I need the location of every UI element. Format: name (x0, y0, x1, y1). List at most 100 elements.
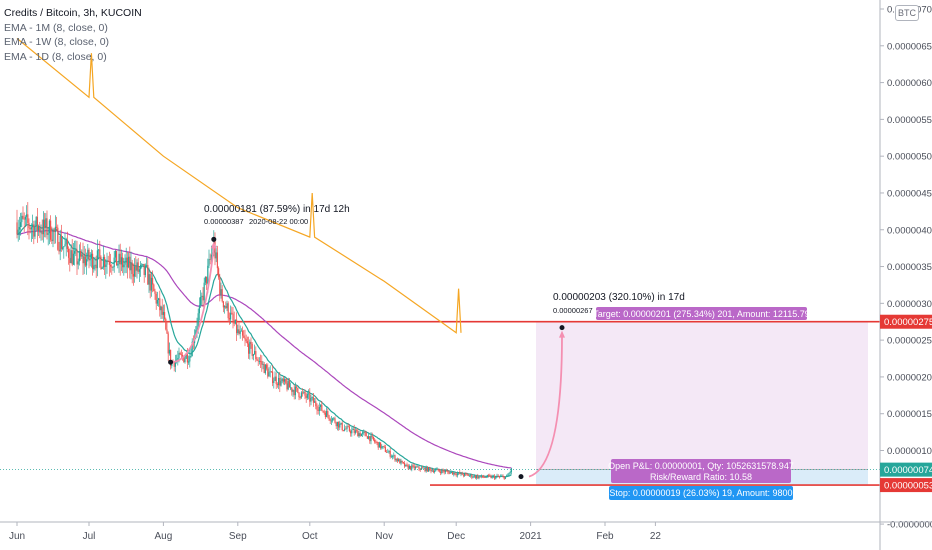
candle-body (498, 476, 500, 478)
candle-body (412, 465, 414, 467)
candle-body (432, 470, 434, 473)
candle-body (388, 450, 390, 452)
candle-body (41, 231, 43, 235)
candle-body (222, 301, 224, 308)
candle-body (424, 467, 426, 472)
x-tick-label: 22 (650, 531, 662, 542)
candle-body (305, 395, 307, 398)
candle-body (140, 264, 142, 270)
ema-weekly-label[interactable]: EMA - 1W (8, close, 0) (4, 36, 110, 48)
ema-daily-label[interactable]: EMA - 1D (8, close, 0) (4, 50, 107, 63)
candle-body (334, 418, 336, 423)
candle-body (173, 361, 175, 367)
candle-body (93, 265, 95, 270)
currency-badge[interactable]: BTC (895, 5, 919, 21)
candle-body (232, 313, 234, 321)
candle-body (294, 386, 296, 396)
candle-body (228, 318, 230, 320)
candle-body (33, 224, 35, 237)
candle-body (168, 349, 170, 354)
candle-body (135, 266, 137, 271)
candle-body (75, 249, 77, 252)
candle-body (29, 228, 31, 230)
candle-body (368, 436, 370, 439)
candle-body (158, 298, 160, 300)
candle-body (278, 377, 280, 386)
candle-body (338, 421, 340, 428)
candle-body (510, 468, 512, 473)
candle-body (441, 469, 443, 474)
candle-body (243, 335, 245, 338)
candle-body (221, 289, 223, 302)
current-tag (880, 462, 932, 477)
candle-body (472, 477, 474, 478)
candle-body (429, 467, 431, 470)
candle-body (89, 258, 91, 261)
candle-body (300, 392, 302, 398)
candle-body (503, 476, 505, 479)
candle-body (165, 318, 167, 330)
x-tick-label: 2021 (519, 531, 542, 542)
candle-body (119, 253, 121, 265)
candle-body (353, 428, 355, 433)
target-box (596, 307, 807, 320)
candle-body (255, 351, 257, 360)
candle-body (434, 470, 436, 473)
candle-body (380, 442, 382, 449)
move2-arrowhead (559, 330, 565, 338)
candle-body (86, 259, 88, 266)
x-tick-label: Jun (9, 531, 25, 542)
candle-body (57, 227, 59, 250)
candle-body (327, 411, 329, 416)
candle-body (366, 436, 368, 439)
candle-body (62, 247, 64, 249)
candle-body (245, 339, 247, 342)
candle-body (339, 423, 341, 428)
candle-body (411, 465, 413, 470)
candle-body (273, 380, 275, 384)
move1-arrow (170, 247, 215, 364)
candle-body (185, 354, 187, 359)
candle-body (126, 257, 128, 268)
candle-body (183, 357, 185, 363)
candle-body (39, 226, 41, 233)
candle-body (122, 257, 124, 268)
candle-body (276, 384, 278, 386)
candle-body (425, 467, 427, 472)
candle-body (291, 387, 293, 392)
candle-body (59, 236, 61, 252)
candle-body (306, 394, 308, 398)
candle-body (143, 263, 145, 275)
candle-body (141, 264, 143, 266)
candle-body (394, 455, 396, 461)
candle-body (428, 467, 430, 472)
candle-body (136, 262, 138, 271)
candle-body (324, 412, 326, 418)
candle-body (501, 476, 503, 477)
symbol-title[interactable]: Credits / Bitcoin, 3h, KUCOIN (4, 7, 142, 19)
candle-body (52, 229, 54, 242)
candle-body (95, 264, 97, 269)
candle-body (94, 264, 96, 266)
candle-body (170, 349, 172, 367)
candle-body (72, 253, 74, 265)
ema-monthly-label[interactable]: EMA - 1M (8, close, 0) (4, 21, 108, 34)
candle-body (460, 472, 462, 474)
candle-body (496, 475, 498, 477)
candle-body (90, 253, 92, 259)
candle-body (26, 214, 28, 217)
candle-body (346, 426, 348, 430)
candle-body (191, 341, 193, 357)
candle-body (197, 313, 199, 326)
candle-body (214, 239, 216, 259)
candle-body (478, 476, 480, 479)
candle-body (138, 269, 140, 272)
candle-body (442, 469, 444, 472)
candle-body (378, 442, 380, 448)
candle-body (47, 233, 49, 235)
candle-body (230, 312, 232, 320)
